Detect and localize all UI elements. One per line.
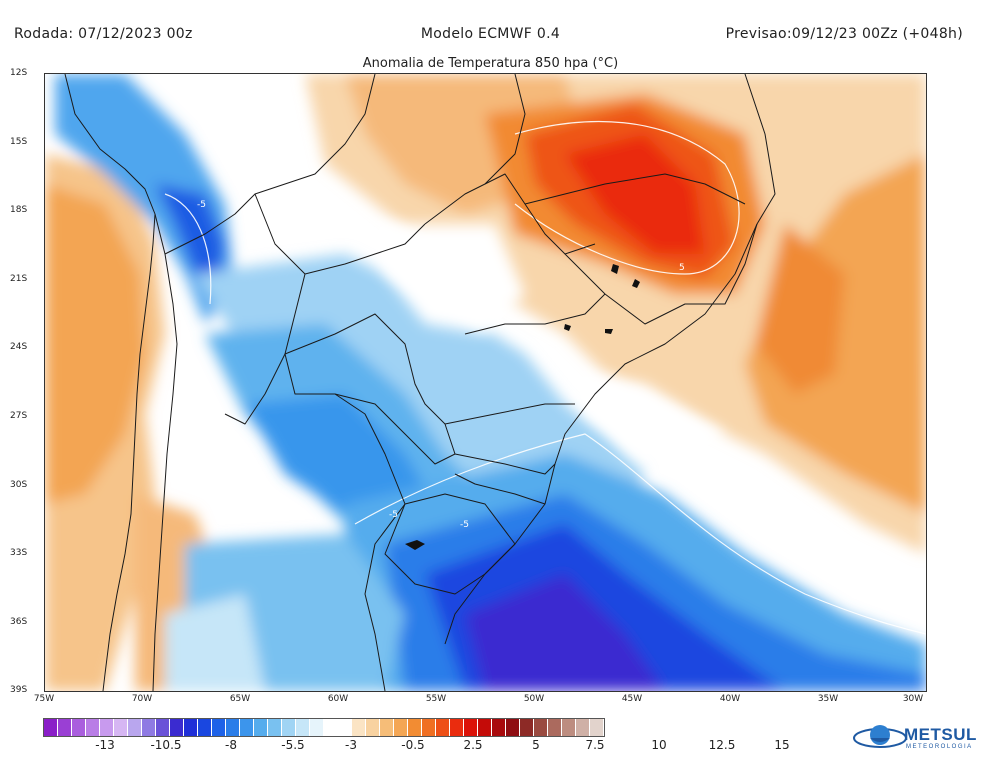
colorbar-label: -5.5 xyxy=(281,738,305,752)
model-label: Modelo ECMWF 0.4 xyxy=(420,26,561,42)
colorbar-label: -8 xyxy=(225,738,237,752)
colorbar-label: 2.5 xyxy=(463,738,483,752)
colorbar xyxy=(43,718,605,737)
contour-label: 5 xyxy=(679,263,685,273)
colorbar-swatch xyxy=(268,719,282,736)
lon-label: 75W xyxy=(33,694,55,704)
lon-label: 50W xyxy=(523,694,545,704)
colorbar-swatch xyxy=(548,719,562,736)
lon-label: 65W xyxy=(229,694,251,704)
lon-label: 60W xyxy=(327,694,349,704)
lon-label: 70W xyxy=(131,694,153,704)
colorbar-swatch xyxy=(100,719,114,736)
anomaly-field: -5 -5 -5 5 xyxy=(45,74,926,691)
colorbar-swatch xyxy=(422,719,436,736)
logo-wordmark: METSUL xyxy=(904,725,977,744)
lon-label: 45W xyxy=(621,694,643,704)
lat-label: 36S xyxy=(10,617,28,627)
lat-label: 18S xyxy=(10,205,28,215)
colorbar-swatch xyxy=(338,719,352,736)
colorbar-label: 5 xyxy=(532,738,540,752)
colorbar-label: -10.5 xyxy=(150,738,182,752)
colorbar-label: 10 xyxy=(651,738,667,752)
lat-label: 30S xyxy=(10,480,28,490)
colorbar-swatch xyxy=(282,719,296,736)
contour-label: -5 xyxy=(389,510,398,520)
colorbar-swatch xyxy=(352,719,366,736)
lat-label: 39S xyxy=(10,685,28,695)
colorbar-swatch xyxy=(520,719,534,736)
temperature-anomaly-map: -5 -5 -5 5 xyxy=(44,73,927,692)
colorbar-swatch xyxy=(310,719,324,736)
colorbar-swatch xyxy=(436,719,450,736)
lon-label: 40W xyxy=(719,694,741,704)
lon-label: 55W xyxy=(425,694,447,704)
map-title: Anomalia de Temperatura 850 hpa (°C) xyxy=(362,56,619,71)
colorbar-swatch xyxy=(128,719,142,736)
lat-label: 15S xyxy=(10,137,28,147)
colorbar-swatch xyxy=(226,719,240,736)
colorbar-swatch xyxy=(142,719,156,736)
colorbar-swatch xyxy=(576,719,590,736)
lon-label: 30W xyxy=(902,694,924,704)
colorbar-label: 7.5 xyxy=(585,738,605,752)
colorbar-label: -3 xyxy=(345,738,357,752)
colorbar-label: 15 xyxy=(774,738,790,752)
colorbar-swatch xyxy=(394,719,408,736)
colorbar-swatch xyxy=(506,719,520,736)
lat-label: 27S xyxy=(10,411,28,421)
lat-label: 21S xyxy=(10,274,28,284)
contour-label: -5 xyxy=(460,520,469,530)
colorbar-swatch xyxy=(492,719,506,736)
logo-subtitle: METEOROLOGIA xyxy=(906,744,973,750)
colorbar-swatch xyxy=(240,719,254,736)
colorbar-swatch xyxy=(324,719,338,736)
metsul-logo xyxy=(853,725,907,748)
colorbar-swatch xyxy=(170,719,184,736)
colorbar-swatch xyxy=(464,719,478,736)
colorbar-swatch xyxy=(114,719,128,736)
colorbar-swatch xyxy=(562,719,576,736)
colorbar-swatch xyxy=(380,719,394,736)
lat-label: 12S xyxy=(10,68,28,78)
colorbar-swatch xyxy=(156,719,170,736)
colorbar-swatch xyxy=(254,719,268,736)
contour-label: -5 xyxy=(197,200,206,210)
colorbar-swatch xyxy=(534,719,548,736)
lat-label: 33S xyxy=(10,548,28,558)
colorbar-swatch xyxy=(86,719,100,736)
lat-label: 24S xyxy=(10,342,28,352)
colorbar-swatch xyxy=(450,719,464,736)
lon-label: 35W xyxy=(817,694,839,704)
colorbar-swatch xyxy=(478,719,492,736)
colorbar-label: 12.5 xyxy=(708,738,736,752)
colorbar-swatch xyxy=(184,719,198,736)
colorbar-label: -13 xyxy=(95,738,115,752)
colorbar-swatch xyxy=(366,719,380,736)
colorbar-swatch xyxy=(590,719,604,736)
colorbar-swatch xyxy=(44,719,58,736)
colorbar-swatch xyxy=(408,719,422,736)
run-time-label: Rodada: 07/12/2023 00z xyxy=(14,26,193,42)
forecast-time-label: Previsao:09/12/23 00Zz (+048h) xyxy=(725,26,963,42)
colorbar-swatch xyxy=(58,719,72,736)
colorbar-swatch xyxy=(72,719,86,736)
colorbar-label: -0.5 xyxy=(401,738,425,752)
colorbar-swatch xyxy=(296,719,310,736)
colorbar-swatch xyxy=(212,719,226,736)
colorbar-swatch xyxy=(198,719,212,736)
